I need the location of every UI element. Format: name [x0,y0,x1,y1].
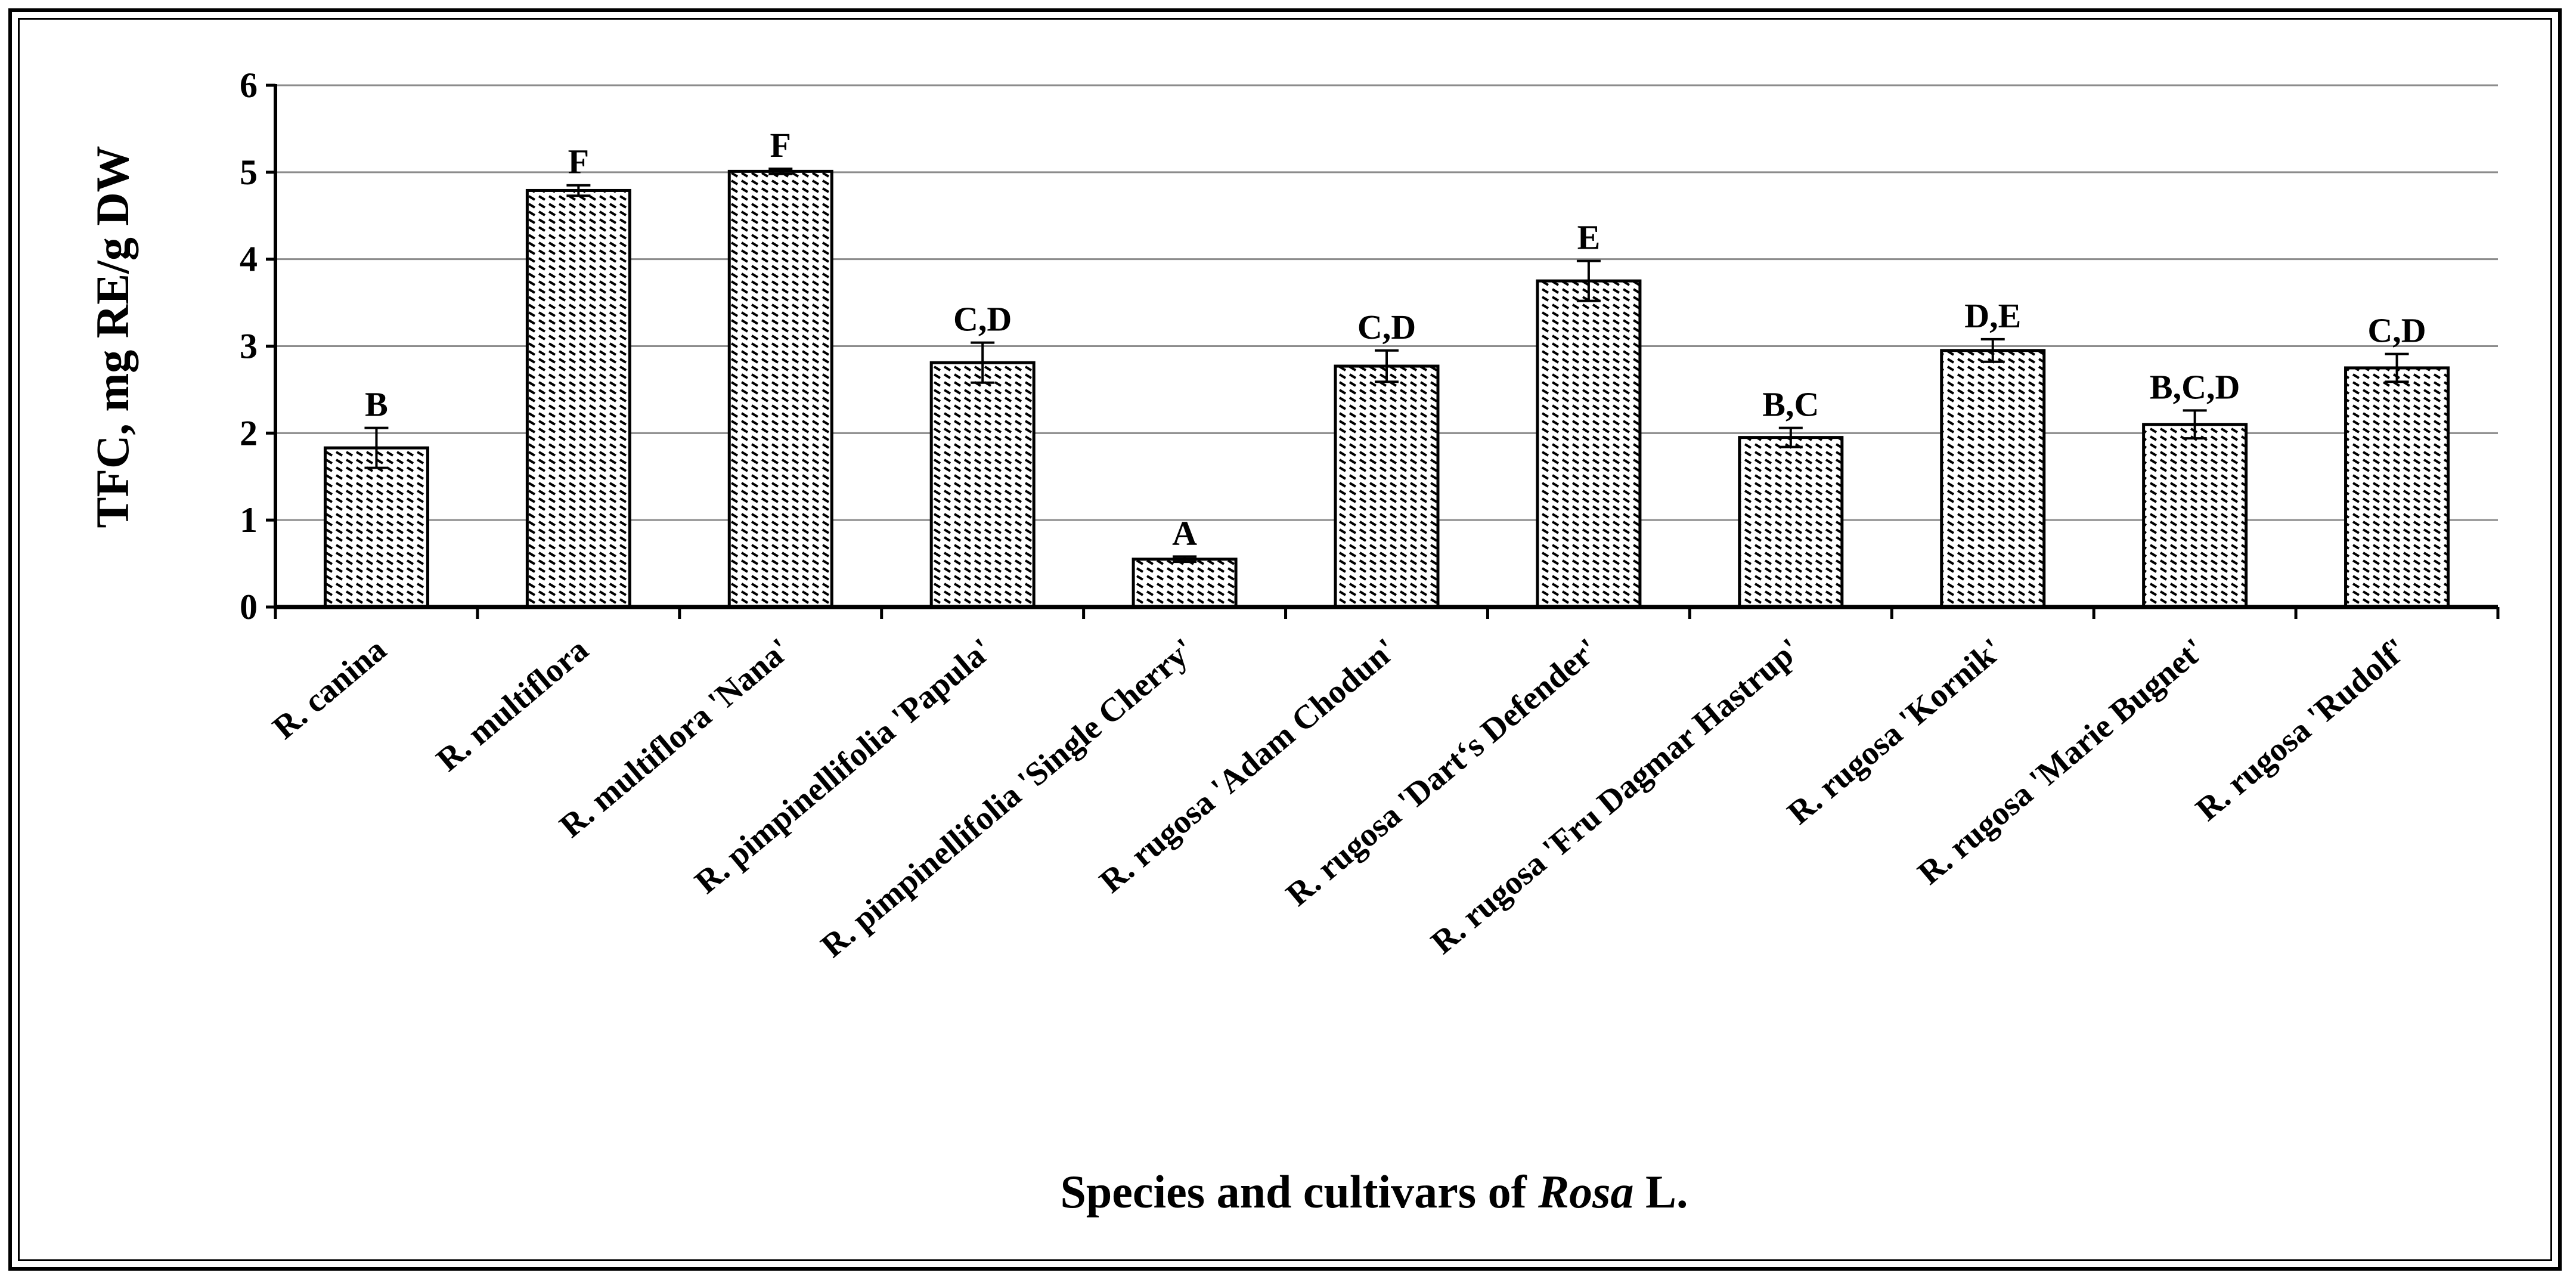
bar [1132,558,1238,609]
bar [323,446,429,609]
x-tick-label: R. rugosa 'Kornik' [1781,631,2010,832]
significance-letter: B [365,385,388,424]
y-tick-label: 3 [240,327,258,366]
bar [1334,364,1440,609]
significance-letter: E [1577,218,1601,257]
bar [1536,279,1642,609]
x-tick-label: R. rugosa 'Fru Dagmar Hastrup' [1424,631,1808,961]
significance-letter: D,E [1964,296,2021,335]
significance-letter: B,C,D [2150,367,2240,406]
bar [2142,423,2248,609]
x-tick-label: R. rugosa 'Rudolf' [2189,631,2414,828]
bar [1738,436,1844,609]
outer-frame [8,8,2562,1271]
x-tick-label: R. rugosa 'Dart‘s Defender' [1279,631,1605,913]
bar [525,188,631,609]
y-tick-label: 1 [240,500,258,540]
x-tick-label: R. canina [266,631,393,747]
bar [1940,349,2046,609]
y-tick-label: 2 [240,413,258,453]
y-tick-label: 0 [240,587,258,627]
significance-letter: C,D [1357,308,1416,346]
inner-frame [18,18,2552,1261]
significance-letter: B,C [1762,385,1819,424]
y-tick-label: 5 [240,153,258,192]
bar [727,169,833,609]
x-axis-title-genus: Rosa [1537,1166,1633,1218]
bar [929,361,1036,609]
x-axis-title-prefix: Species and cultivars of [1060,1166,1538,1218]
bar [2344,366,2450,609]
y-tick-label: 4 [240,240,258,279]
x-tick-label: R. multiflora [430,631,596,778]
y-axis-title: TFC, mg RE/g DW [86,145,138,528]
y-tick-label: 6 [240,66,258,105]
x-tick-label: R. pimpinellifolia 'Single Cherry' [814,631,1201,964]
significance-letter: C,D [2367,311,2426,350]
significance-letter: F [568,143,589,181]
significance-letter: A [1172,513,1197,552]
x-axis-title: Species and cultivars of Rosa L. [1060,1166,1688,1218]
significance-letter: C,D [953,300,1012,339]
x-axis-title-suffix: L. [1634,1166,1688,1218]
significance-letter: F [770,126,791,165]
